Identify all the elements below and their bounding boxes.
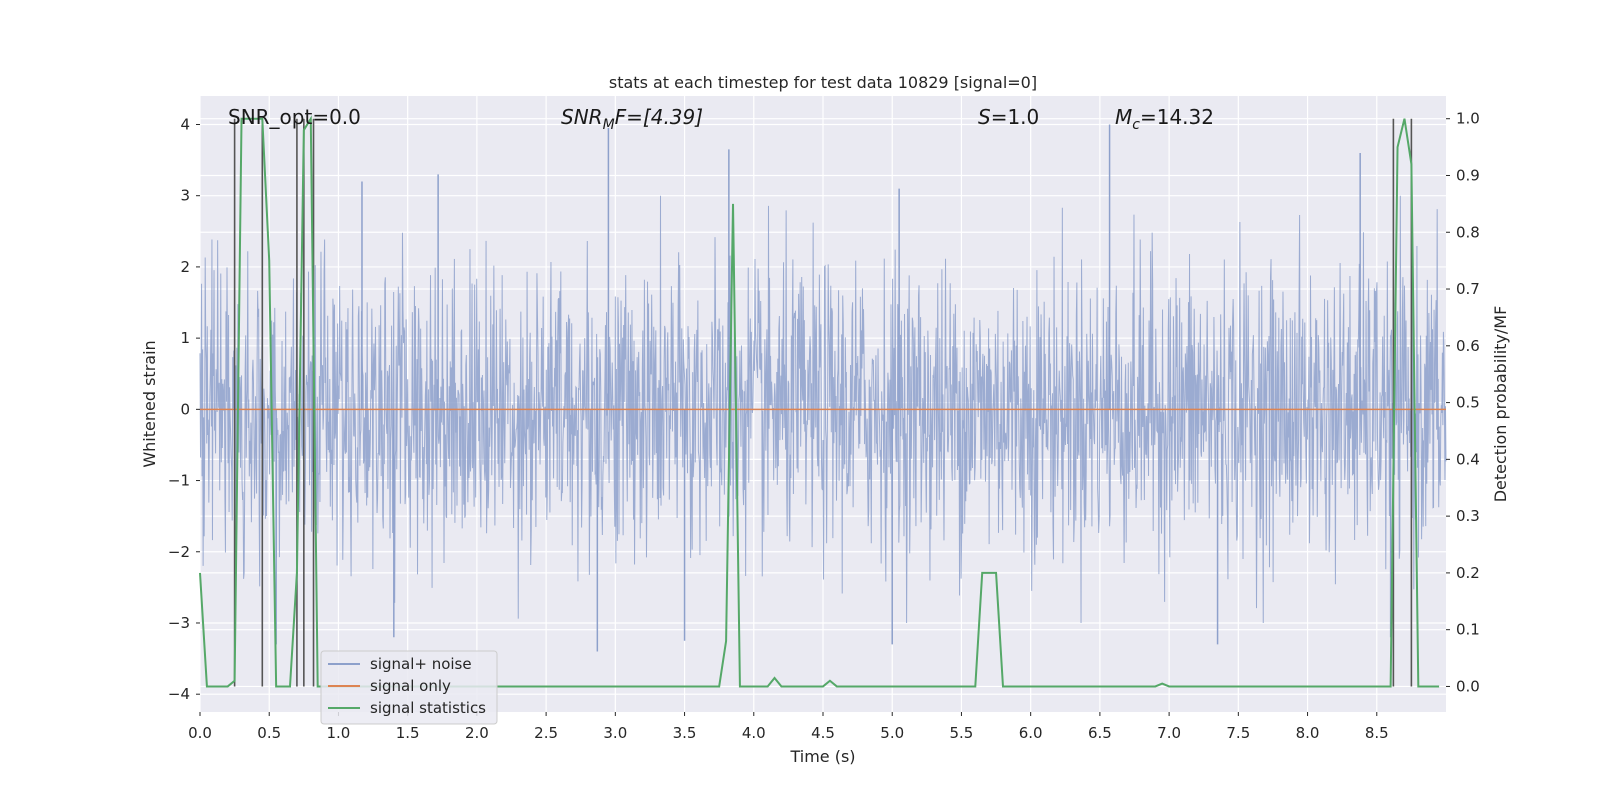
annotation-snr-opt: SNR_opt=0.0 bbox=[228, 105, 361, 129]
y2-tick-label: 0.9 bbox=[1456, 166, 1480, 184]
x-tick-label: 4.5 bbox=[811, 724, 835, 742]
y-axis-ticks: −4 −3 −2 −1 0 1 2 3 4 bbox=[168, 115, 200, 703]
y2-tick-label: 0.4 bbox=[1456, 450, 1480, 468]
x-tick-label: 7.5 bbox=[1226, 724, 1250, 742]
y-tick-label: −1 bbox=[168, 472, 190, 490]
x-axis-ticks: 0.0 0.5 1.0 1.5 2.0 2.5 3.0 3.5 4.0 4.5 5.0 5.5 6.0 6… bbox=[188, 712, 1389, 742]
legend-label-stats: signal statistics bbox=[370, 699, 486, 717]
annotation-mc: Mc=14.32 bbox=[1115, 105, 1214, 133]
y2-tick-label: 0.0 bbox=[1456, 677, 1480, 695]
signal-noise-series bbox=[199, 124, 1447, 652]
y-tick-label: 3 bbox=[180, 187, 190, 205]
x-tick-label: 2.5 bbox=[534, 724, 558, 742]
x-tick-label: 7.0 bbox=[1157, 724, 1181, 742]
x-tick-label: 5.0 bbox=[880, 724, 904, 742]
x-axis-label: Time (s) bbox=[789, 747, 855, 766]
y-tick-label: −3 bbox=[168, 614, 190, 632]
y2-tick-label: 0.7 bbox=[1456, 280, 1480, 298]
statistics-line bbox=[199, 115, 1440, 688]
x-tick-label: 8.5 bbox=[1365, 724, 1389, 742]
y2-axis-label: Detection probability/MF bbox=[1491, 306, 1510, 503]
x-tick-label: 5.5 bbox=[950, 724, 974, 742]
y-tick-label: −4 bbox=[168, 685, 190, 703]
x-tick-label: 4.0 bbox=[742, 724, 766, 742]
y2-tick-label: 0.2 bbox=[1456, 564, 1480, 582]
y2-tick-label: 0.1 bbox=[1456, 621, 1480, 639]
y-tick-label: 1 bbox=[180, 329, 190, 347]
noise-line bbox=[199, 195, 1447, 623]
x-tick-label: 1.5 bbox=[396, 724, 420, 742]
chart-title: stats at each timestep for test data 108… bbox=[609, 73, 1037, 92]
signal-statistics-series bbox=[199, 115, 1440, 688]
legend-box bbox=[320, 650, 498, 725]
y2-tick-label: 0.6 bbox=[1456, 337, 1480, 355]
x-tick-label: 1.0 bbox=[327, 724, 351, 742]
x-tick-label: 3.0 bbox=[603, 724, 627, 742]
legend-label-noise: signal+ noise bbox=[370, 655, 472, 673]
y2-tick-label: 0.5 bbox=[1456, 394, 1480, 412]
x-tick-label: 6.5 bbox=[1088, 724, 1112, 742]
legend-label-signal: signal only bbox=[370, 677, 451, 695]
y-tick-label: −2 bbox=[168, 543, 190, 561]
y-tick-label: 2 bbox=[180, 258, 190, 276]
annotation-snr-mf: SNRMF=[4.39] bbox=[561, 105, 703, 133]
x-tick-label: 0.0 bbox=[188, 724, 212, 742]
x-tick-label: 8.0 bbox=[1296, 724, 1320, 742]
y-tick-label: 4 bbox=[180, 115, 190, 133]
y-tick-label: 0 bbox=[180, 400, 190, 418]
y-axis-label: Whitened strain bbox=[140, 340, 159, 467]
y2-tick-label: 0.8 bbox=[1456, 223, 1480, 241]
x-tick-label: 2.0 bbox=[465, 724, 489, 742]
x-tick-label: 0.5 bbox=[257, 724, 281, 742]
y2-tick-label: 1.0 bbox=[1456, 110, 1480, 128]
annotation-s: S=1.0 bbox=[978, 105, 1039, 129]
x-tick-label: 3.5 bbox=[673, 724, 697, 742]
y2-axis-ticks: 0.0 0.1 0.2 0.3 0.4 0.5 0.6 0.7 0.8 0.9 1.0 bbox=[1446, 110, 1480, 695]
legend: signal+ noise signal only signal statist… bbox=[320, 650, 498, 725]
x-tick-label: 6.0 bbox=[1019, 724, 1043, 742]
y2-tick-label: 0.3 bbox=[1456, 507, 1480, 525]
